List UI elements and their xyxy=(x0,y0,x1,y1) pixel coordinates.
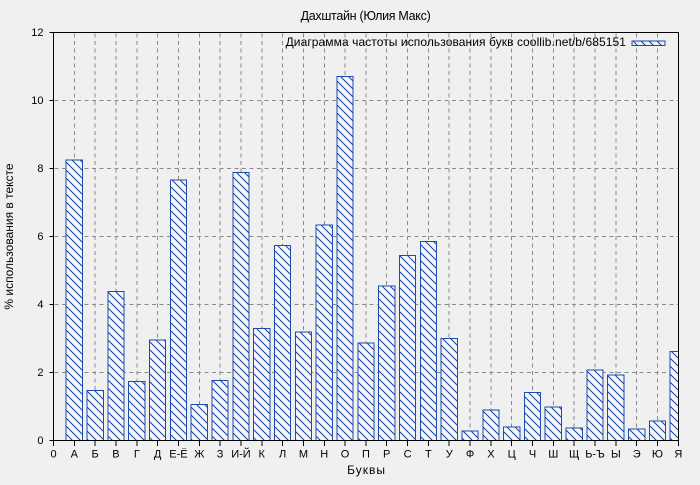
svg-text:Р: Р xyxy=(383,448,390,460)
svg-text:Ц: Ц xyxy=(508,448,516,460)
svg-text:6: 6 xyxy=(37,231,43,243)
svg-text:Т: Т xyxy=(425,448,432,460)
svg-text:Ю: Ю xyxy=(652,448,663,460)
svg-text:2: 2 xyxy=(37,367,43,379)
svg-text:Ш: Ш xyxy=(548,448,558,460)
svg-text:0: 0 xyxy=(37,435,43,447)
svg-text:Ы: Ы xyxy=(611,448,621,460)
svg-text:З: З xyxy=(217,448,224,460)
svg-text:Г: Г xyxy=(134,448,140,460)
svg-text:Ь-Ъ: Ь-Ъ xyxy=(585,448,605,460)
svg-text:Буквы: Буквы xyxy=(347,463,386,477)
svg-text:А: А xyxy=(71,448,79,460)
svg-text:Е-Ё: Е-Ё xyxy=(169,448,187,460)
svg-text:Б: Б xyxy=(92,448,99,460)
svg-text:У: У xyxy=(446,448,454,460)
svg-text:Ч: Ч xyxy=(529,448,536,460)
svg-text:Ф: Ф xyxy=(466,448,474,460)
svg-text:% использования в тексте: % использования в тексте xyxy=(2,163,16,309)
svg-text:Дахштайн (Юлия Макс): Дахштайн (Юлия Макс) xyxy=(301,9,431,23)
svg-text:Л: Л xyxy=(279,448,286,460)
svg-text:П: П xyxy=(362,448,370,460)
svg-text:Диаграмма частоты использовани: Диаграмма частоты использования букв coo… xyxy=(286,35,627,49)
svg-text:Н: Н xyxy=(320,448,328,460)
svg-text:М: М xyxy=(299,448,308,460)
svg-text:8: 8 xyxy=(37,163,43,175)
svg-text:0: 0 xyxy=(50,448,56,460)
svg-text:Я: Я xyxy=(674,448,682,460)
svg-text:Х: Х xyxy=(487,448,495,460)
svg-text:Щ: Щ xyxy=(569,448,579,460)
svg-text:Д: Д xyxy=(154,448,162,460)
svg-text:О: О xyxy=(341,448,350,460)
svg-text:С: С xyxy=(404,448,412,460)
svg-text:10: 10 xyxy=(31,95,43,107)
svg-text:К: К xyxy=(259,448,266,460)
svg-text:В: В xyxy=(112,448,119,460)
svg-text:4: 4 xyxy=(37,299,43,311)
svg-text:12: 12 xyxy=(31,27,43,39)
svg-text:Ж: Ж xyxy=(194,448,204,460)
svg-text:Э: Э xyxy=(633,448,641,460)
svg-text:И-Й: И-Й xyxy=(231,447,250,460)
